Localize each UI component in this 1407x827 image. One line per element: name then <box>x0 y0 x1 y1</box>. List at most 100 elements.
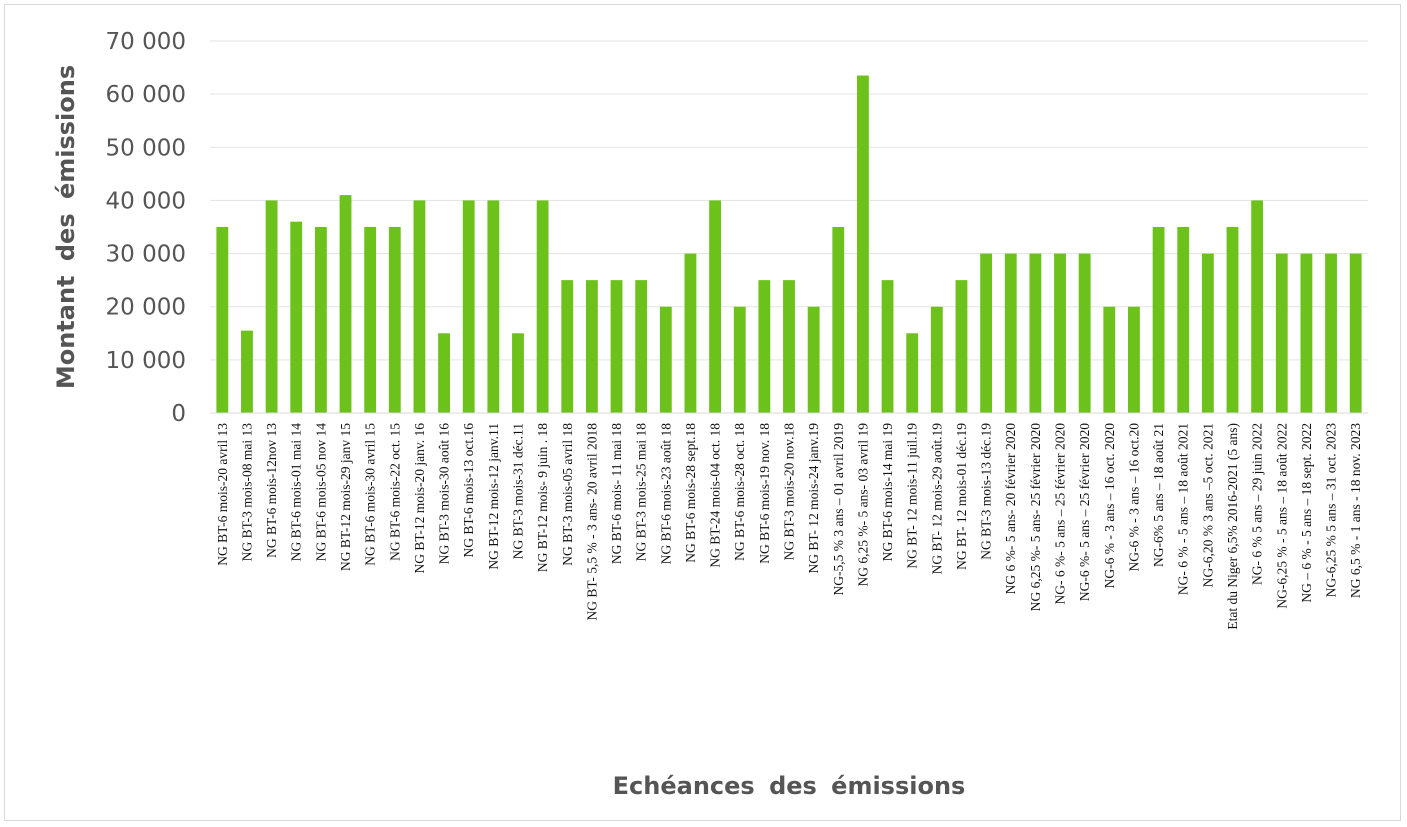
bar <box>1029 253 1042 413</box>
bar <box>216 227 229 413</box>
x-tick-label: NG BT-3 mois-05 avril 18 <box>560 423 575 566</box>
x-tick-label: NG-6,25 % - 5 ans – 18 août 2022 <box>1274 423 1289 609</box>
x-axis-title: Echéances des émissions <box>613 772 966 800</box>
bar <box>635 280 648 413</box>
bar <box>980 253 993 413</box>
bar <box>561 280 574 413</box>
x-tick-label: NG – 6 % - 5 ans – 18 sept. 2022 <box>1299 423 1314 603</box>
x-tick-label: NG BT-6 mois-01 mai 14 <box>289 423 304 561</box>
x-tick-label: NG BT-3 mois-20 nov.18 <box>782 423 797 561</box>
bar <box>610 280 623 413</box>
y-axis-ticks: 0 10 000 20 000 30 000 40 000 50 000 60 000 70 … <box>106 29 186 427</box>
x-tick-label: NG BT-6 mois-28 oct. 18 <box>732 423 747 561</box>
bar <box>906 333 919 413</box>
x-tick-label: NG-6,25 % 5 ans – 31 oct. 2023 <box>1324 423 1339 598</box>
x-tick-label: NG BT-6 mois-28 sept.18 <box>683 423 698 563</box>
bars <box>216 75 1362 414</box>
x-tick-label: NG 6,25 %- 5 ans- 25 février 2020 <box>1028 423 1043 611</box>
x-tick-label: NG BT-6 mois-05 nov 14 <box>313 423 328 562</box>
x-tick-label: NG BT-3 mois-25 mai 18 <box>634 423 649 561</box>
x-tick-label: NG- 6 %- 5 ans – 25 février 2020 <box>1053 423 1068 605</box>
bar <box>709 200 721 413</box>
y-tick-label: 20 000 <box>106 295 186 321</box>
x-tick-label: NG BT-12 mois-12 janv.11 <box>486 423 501 570</box>
bar <box>783 280 795 413</box>
bar <box>1128 306 1140 413</box>
bar <box>1325 253 1337 413</box>
bar <box>955 280 968 413</box>
x-tick-label: NG BT-6 mois-22 oct. 15 <box>387 423 402 561</box>
x-tick-label: NG BT- 12 mois-01 déc.19 <box>954 423 969 570</box>
x-tick-label: NG BT- 12 mois-11 juil.19 <box>905 423 920 569</box>
bar <box>290 221 303 413</box>
x-tick-label: NG BT-6 mois- 11 mai 18 <box>609 423 624 564</box>
x-tick-label: NG-6 %- 5 ans – 25 février 2020 <box>1077 423 1092 601</box>
bar <box>438 333 450 413</box>
x-tick-label: NG BT-3 mois-13 déc.19 <box>979 423 994 560</box>
bar <box>1275 253 1288 413</box>
x-tick-label: Etat du Niger 6,5% 2016-2021 (5 ans) <box>1225 423 1240 630</box>
x-axis-ticks: NG BT-6 mois-20 avril 13 NG BT-3 mois-08 … <box>215 423 1363 630</box>
x-tick-label: NG 6,25 %- 5 ans- 03 avril 19 <box>855 423 870 587</box>
bar <box>1226 227 1239 413</box>
bar <box>1201 253 1214 413</box>
x-tick-label: NG- 6 % 5 ans – 29 juin 2022 <box>1250 423 1265 585</box>
bar <box>364 227 377 413</box>
y-tick-label: 60 000 <box>106 82 186 108</box>
bar <box>1300 253 1313 413</box>
y-tick-label: 30 000 <box>106 242 186 268</box>
x-tick-label: NG BT- 12 mois-29 août.19 <box>929 423 944 575</box>
bar <box>659 306 672 413</box>
y-tick-label: 0 <box>171 401 186 427</box>
bar <box>462 200 475 413</box>
x-tick-label: NG BT-3 mois-30 août 16 <box>437 423 452 564</box>
x-tick-label: NG 6,5 % - 1 ans - 18 nov. 2023 <box>1348 423 1363 598</box>
y-tick-label: 40 000 <box>106 188 186 214</box>
x-tick-label: NG BT-3 mois-08 mai 13 <box>239 423 254 561</box>
x-tick-label: NG-6% 5 ans – 18 août 21 <box>1151 423 1166 567</box>
x-tick-label: NG 6 %- 5 ans- 20 février 2020 <box>1003 423 1018 595</box>
x-tick-label: NG BT-12 mois-20 janv. 16 <box>412 423 427 574</box>
x-tick-label: NG BT-3 mois-31 déc.11 <box>510 423 525 559</box>
bar <box>930 306 943 413</box>
bar <box>388 227 401 413</box>
gridlines <box>210 40 1368 361</box>
x-tick-label: NG- 6 % - 5 ans – 18 août 2021 <box>1176 423 1191 595</box>
x-tick-label: NG BT-6 mois-30 avril 15 <box>363 423 378 566</box>
bar <box>881 280 894 413</box>
bar <box>1004 253 1017 413</box>
y-axis-title: Montant des émissions <box>52 65 80 389</box>
bar <box>733 306 746 413</box>
bar <box>536 200 549 413</box>
bar <box>241 330 253 413</box>
bar <box>1054 253 1066 413</box>
x-tick-label: NG BT- 12 mois-24 janv.19 <box>806 423 821 574</box>
x-tick-label: NG BT-6 mois-13 oct.16 <box>461 423 476 558</box>
bar <box>758 280 771 413</box>
bar <box>314 227 327 413</box>
x-tick-label: NG BT-24 mois-04 oct. 18 <box>708 423 723 568</box>
bar <box>1251 200 1264 413</box>
bar <box>339 195 352 413</box>
x-tick-label: NG BT-12 mois- 9 juin . 18 <box>535 423 550 572</box>
y-tick-label: 50 000 <box>106 135 186 161</box>
bar <box>487 200 500 413</box>
bar <box>413 200 426 413</box>
bar <box>512 333 524 413</box>
x-tick-label: NG BT-6 mois-19 nov. 18 <box>757 423 772 564</box>
x-tick-label: NG BT-6 mois-12nov 13 <box>264 423 279 558</box>
x-tick-label: NG-6 % - 3 ans – 16 oct. 2020 <box>1102 423 1117 589</box>
x-tick-label: NG-5,5 % 3 ans – 01 avril 2019 <box>831 423 846 596</box>
bar <box>1177 227 1190 413</box>
bar <box>1152 227 1165 413</box>
bar <box>1103 306 1116 413</box>
bar <box>684 253 697 413</box>
bar <box>265 200 278 413</box>
x-tick-label: NG BT-6 mois-23 août 18 <box>658 423 673 564</box>
bar <box>832 227 845 413</box>
x-tick-label: NG-6 % - 3 ans – 16 oct.20 <box>1126 423 1141 572</box>
bar <box>1078 253 1091 413</box>
y-tick-label: 70 000 <box>106 29 186 55</box>
bar <box>857 75 869 414</box>
